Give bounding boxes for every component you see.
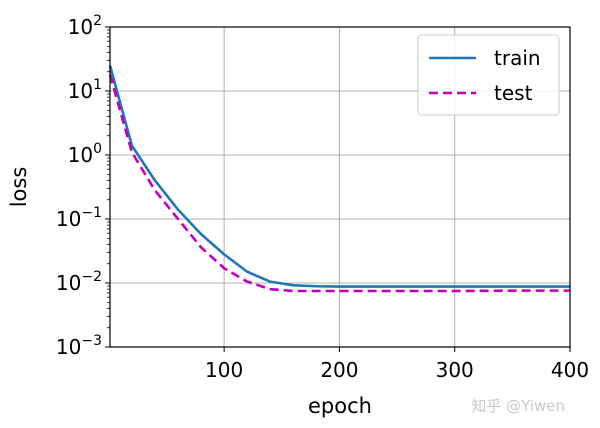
y-axis-label: loss bbox=[7, 167, 31, 208]
y-tick-label: 10−1 bbox=[56, 205, 102, 231]
x-axis-ticks: 100 200 300 400 bbox=[205, 347, 589, 382]
y-tick-label: 10−2 bbox=[56, 269, 102, 295]
series-line-test bbox=[108, 74, 570, 293]
x-axis-label: epoch bbox=[308, 394, 372, 418]
y-tick-label: 10−3 bbox=[56, 333, 102, 359]
legend-box bbox=[417, 34, 560, 116]
x-tick-label: 200 bbox=[320, 358, 358, 382]
legend: train test bbox=[417, 34, 560, 116]
watermark-text: 知乎 @Yiwen bbox=[471, 397, 565, 415]
y-tick-label: 100 bbox=[68, 141, 102, 167]
legend-train-label: train bbox=[494, 46, 541, 70]
x-tick-label: 300 bbox=[436, 358, 474, 382]
x-tick-label: 400 bbox=[551, 358, 589, 382]
plot-frame bbox=[109, 26, 571, 348]
series-lines bbox=[108, 65, 570, 293]
y-tick-label: 102 bbox=[68, 13, 102, 39]
legend-test-label: test bbox=[494, 81, 533, 105]
series-line-train bbox=[108, 65, 570, 288]
y-axis-ticks: 102 101 100 10−1 10−2 10−3 bbox=[56, 13, 110, 359]
x-tick-label: 100 bbox=[205, 358, 243, 382]
y-tick-label: 101 bbox=[68, 77, 102, 103]
